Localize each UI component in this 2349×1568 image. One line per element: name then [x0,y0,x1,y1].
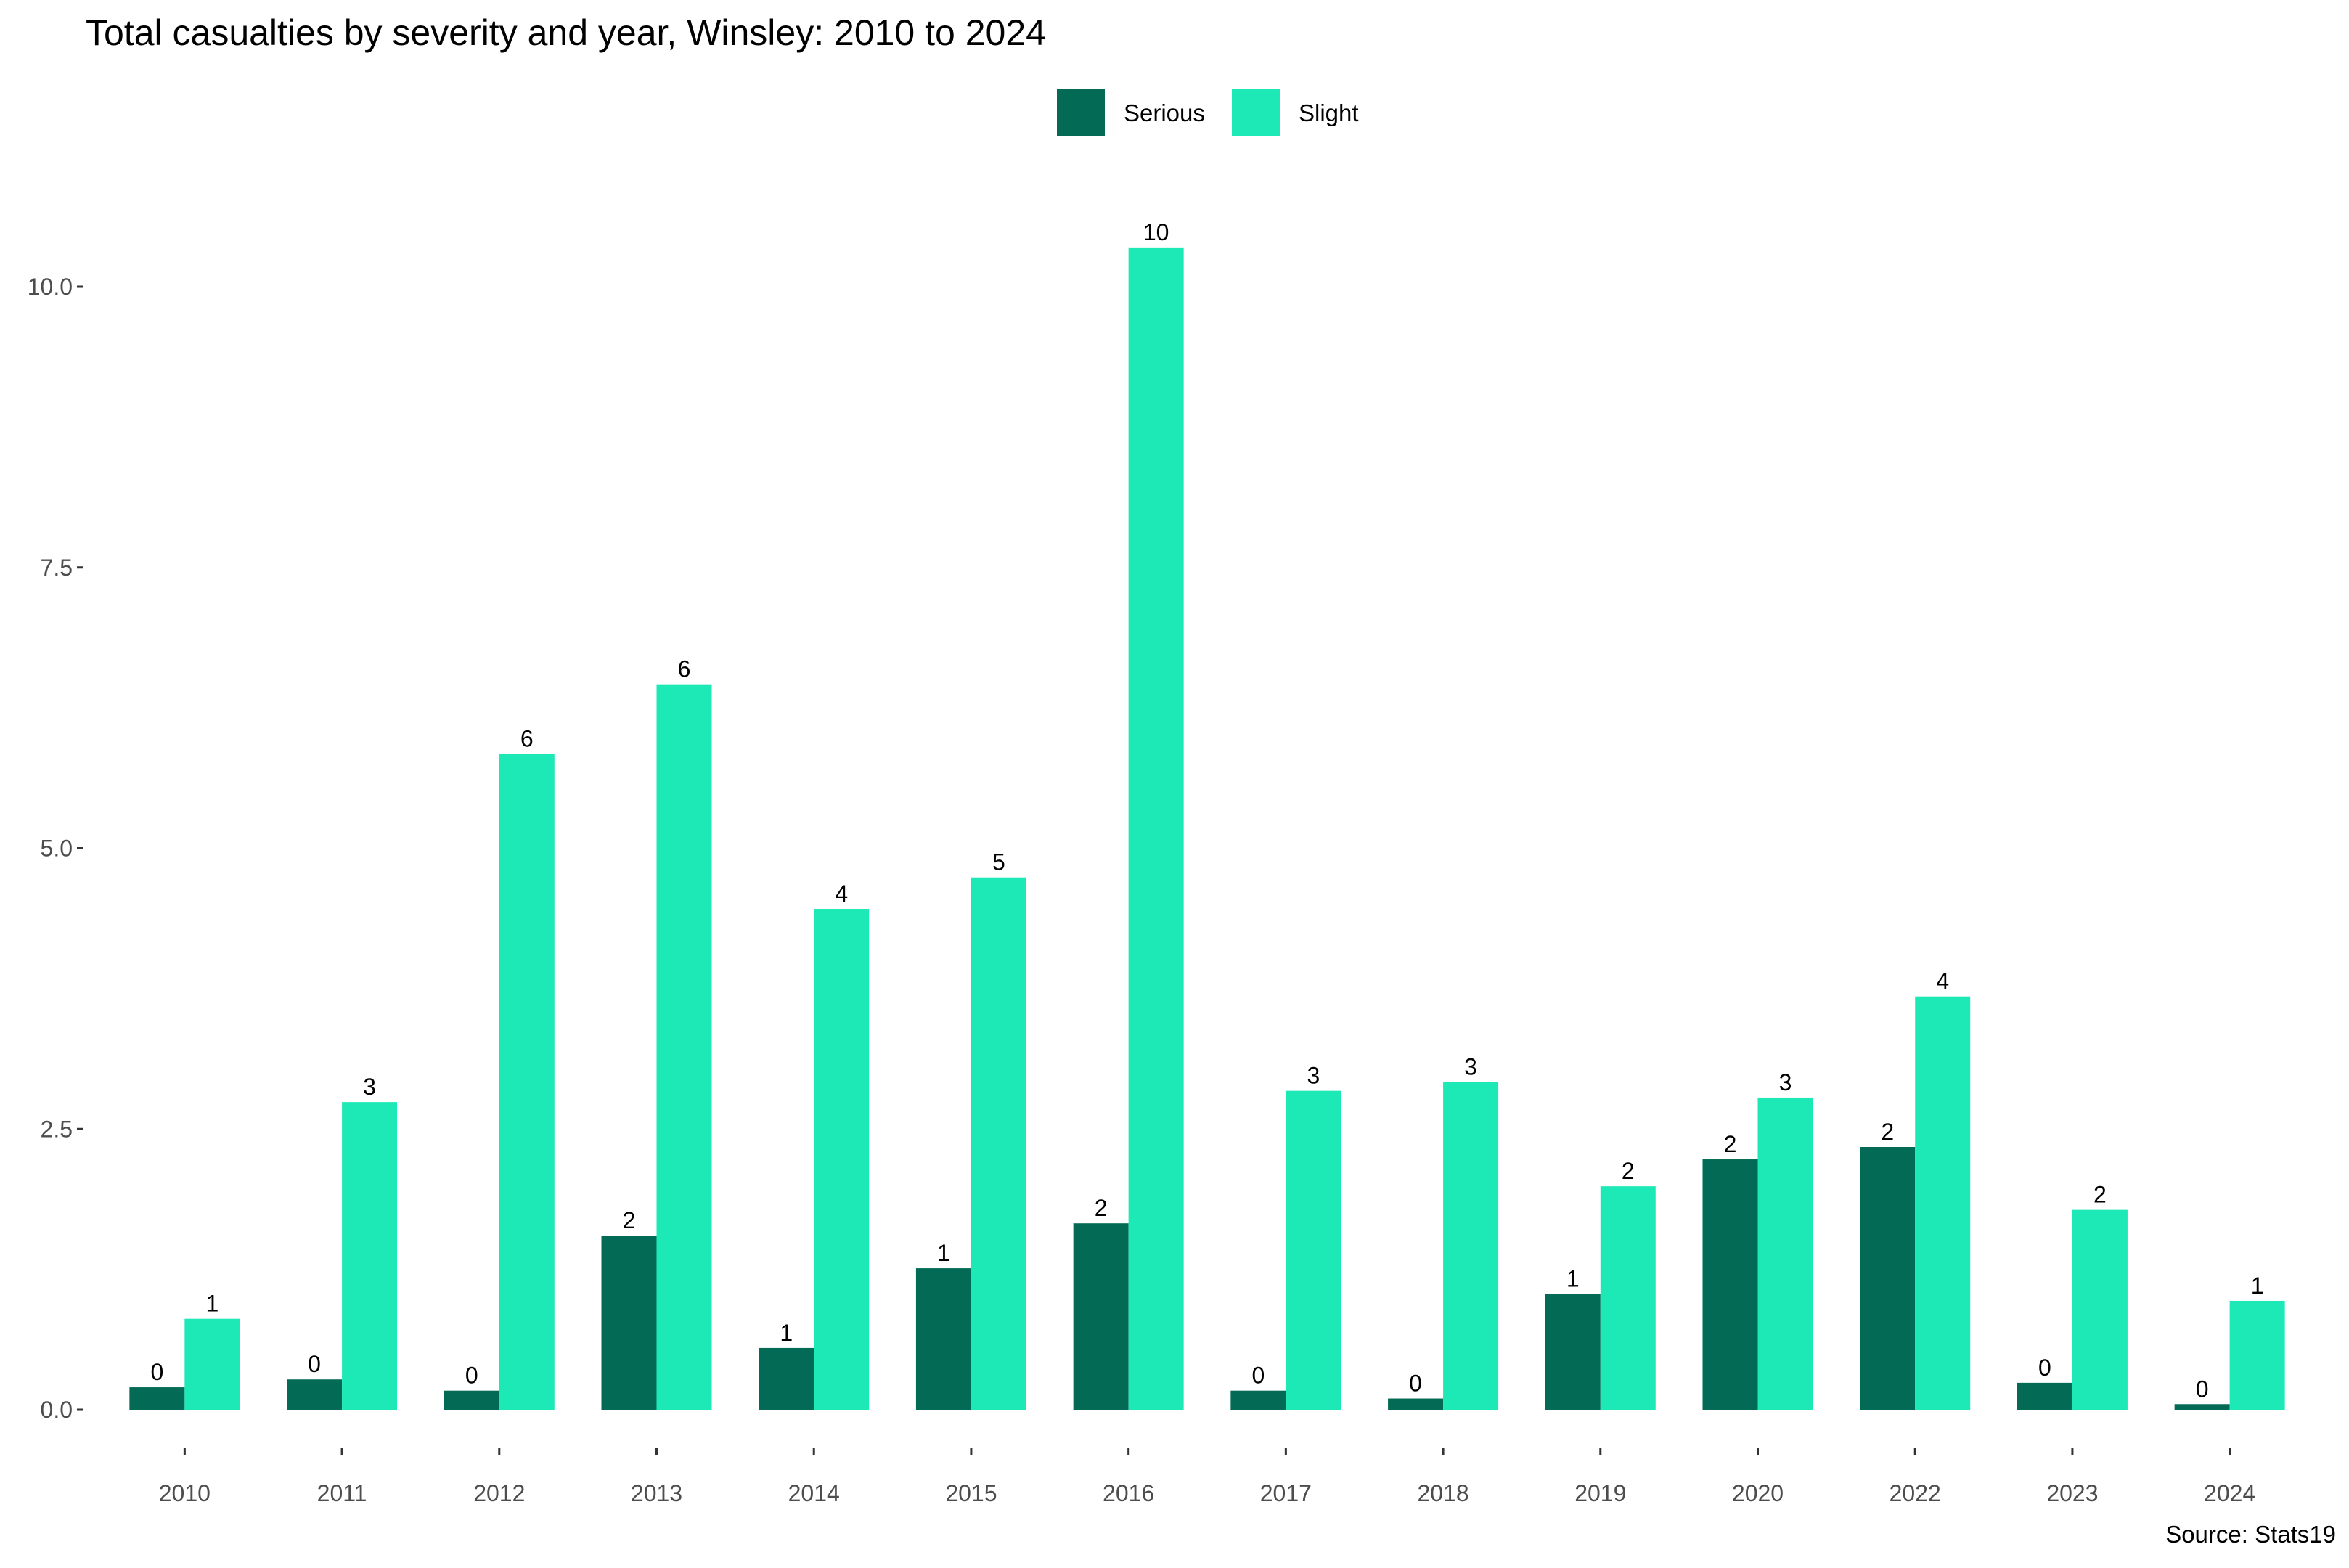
bar-value-label: 1 [937,1240,950,1266]
legend-swatch-serious [1057,89,1105,136]
bar-slight-2015 [971,877,1026,1410]
y-tick-label: 0.0 [41,1397,73,1423]
y-tick-label: 2.5 [41,1116,73,1142]
x-tick-label: 2015 [945,1480,997,1506]
x-tick-label: 2013 [631,1480,682,1506]
bar-value-label: 4 [1936,968,1949,995]
bar-value-label: 0 [1409,1371,1422,1397]
bar-slight-2018 [1443,1082,1499,1410]
bar-serious-2014 [759,1347,814,1410]
bar-serious-2018 [1388,1398,1444,1410]
bar-value-label: 6 [678,656,691,682]
bar-slight-2010 [184,1318,240,1410]
bar-serious-2017 [1230,1390,1286,1410]
chart-caption: Source: Stats19 [2165,1521,2336,1548]
bar-value-label: 3 [1307,1063,1320,1089]
bar-value-label: 3 [1464,1053,1477,1079]
legend-label-slight: Slight [1299,99,1359,126]
bar-value-label: 0 [150,1359,163,1385]
bar-value-label: 2 [623,1207,636,1233]
bar-slight-2023 [2072,1209,2128,1410]
bar-value-label: 1 [2251,1273,2264,1299]
bar-slight-2017 [1286,1090,1341,1410]
bar-value-label: 6 [520,726,534,752]
bar-slight-2022 [1915,996,1971,1410]
bar-value-label: 2 [1881,1119,1894,1145]
x-tick-label: 2020 [1732,1480,1784,1506]
bar-slight-2013 [656,684,712,1410]
y-tick-label: 10.0 [28,274,73,300]
y-tick-label: 5.0 [41,836,73,862]
bar-value-label: 2 [1095,1195,1108,1221]
bar-slight-2014 [814,909,870,1410]
bar-serious-2015 [915,1268,971,1410]
legend: Serious Slight [1057,89,1359,136]
x-tick-label: 2017 [1260,1480,1312,1506]
bar-serious-2016 [1073,1223,1129,1410]
bar-value-label: 1 [1566,1266,1580,1292]
bar-serious-2010 [129,1387,185,1410]
x-tick-label: 2018 [1417,1480,1468,1506]
bar-slight-2011 [342,1102,398,1410]
bar-slight-2024 [2229,1300,2285,1410]
bar-value-label: 5 [992,849,1005,875]
bar-serious-2024 [2174,1404,2230,1410]
bar-value-label: 2 [1622,1158,1635,1184]
bar-slight-2019 [1600,1186,1656,1410]
bar-serious-2013 [601,1236,657,1410]
y-axis: 0.0 2.5 5.0 7.5 10.0 [28,274,83,1423]
bar-value-label: 0 [1251,1363,1265,1389]
bar-slight-2016 [1128,247,1184,1410]
bar-serious-2022 [1860,1147,1916,1410]
bar-serious-2012 [444,1390,499,1410]
bar-value-label: 1 [205,1291,218,1317]
bar-slight-2020 [1757,1097,1813,1410]
x-tick-label: 2016 [1103,1480,1154,1506]
legend-swatch-slight [1232,89,1280,136]
x-tick-label: 2012 [473,1480,525,1506]
x-tick-label: 2023 [2046,1480,2098,1506]
bar-value-label: 0 [2196,1376,2209,1402]
x-tick-label: 2022 [1890,1480,1941,1506]
bar-value-label: 0 [465,1363,478,1389]
bar-slight-2012 [499,754,555,1410]
bar-value-label: 4 [835,881,848,907]
x-tick-label: 2011 [317,1480,367,1506]
x-tick-label: 2014 [788,1480,840,1506]
y-tick-label: 7.5 [41,555,73,581]
x-tick-label: 2024 [2204,1480,2255,1506]
legend-label-serious: Serious [1124,99,1205,126]
bar-serious-2020 [1702,1159,1758,1410]
x-axis: 2010 2011 2012 2013 2014 2015 2016 2017 2018 2019… [159,1448,2255,1506]
bar-serious-2023 [2017,1382,2072,1410]
bar-value-label: 10 [1143,219,1169,245]
bar-value-label: 2 [1724,1131,1737,1157]
bar-value-label: 1 [780,1320,793,1346]
bar-serious-2011 [287,1379,343,1410]
chart-title: Total casualties by severity and year, W… [86,12,1046,53]
bar-value-label: 3 [1779,1069,1792,1095]
bar-value-label: 2 [2093,1182,2107,1208]
x-tick-label: 2019 [1574,1480,1626,1506]
bar-value-label: 3 [363,1074,376,1100]
bar-value-label: 0 [2038,1355,2051,1381]
bar-value-label: 0 [308,1351,321,1377]
x-tick-label: 2010 [159,1480,211,1506]
bar-serious-2019 [1545,1294,1601,1410]
bars [129,247,2285,1410]
